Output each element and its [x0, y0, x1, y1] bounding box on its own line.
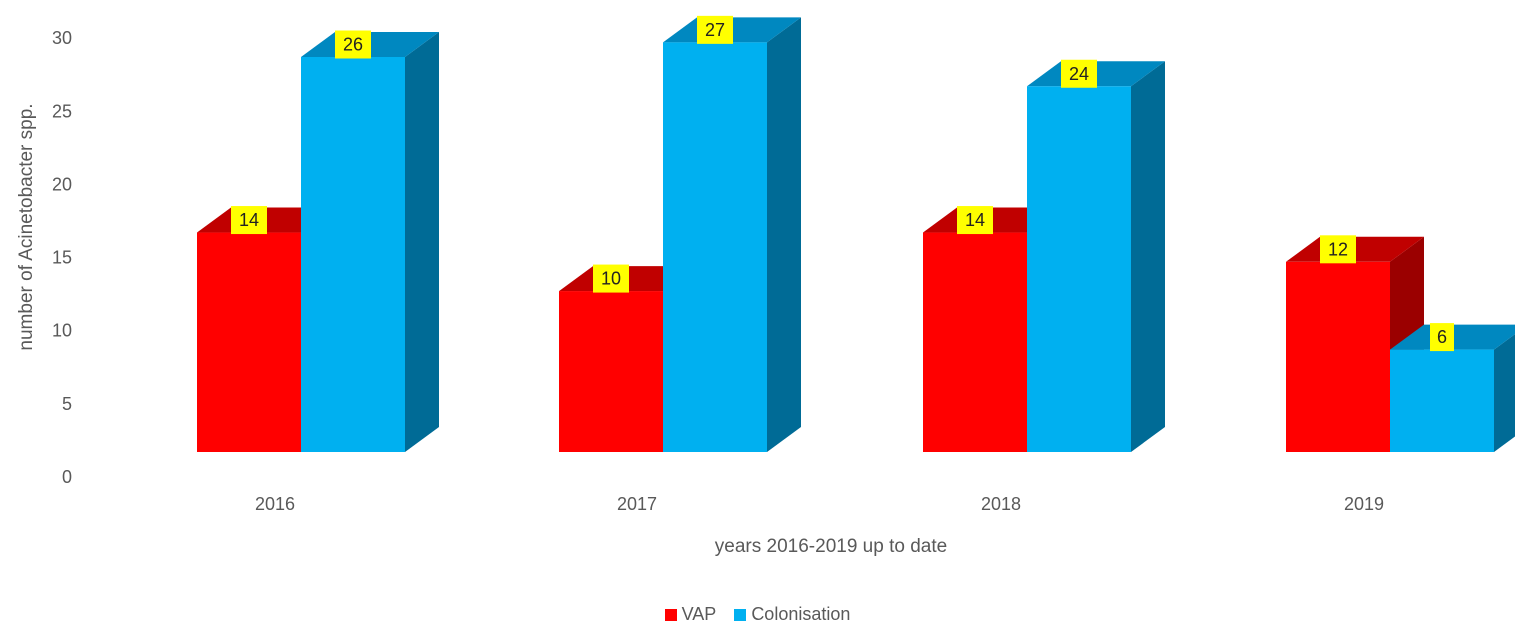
bar-colonisation-2016: [301, 31, 439, 453]
legend-item-vap: VAP: [664, 604, 717, 625]
bar-front-colonisation: [1390, 349, 1494, 452]
y-tick-label: 0: [62, 467, 72, 487]
bar-side-colonisation: [1131, 61, 1165, 452]
bar-colonisation-2018: [1027, 61, 1165, 452]
x-axis-title: years 2016-2019 up to date: [715, 536, 947, 557]
data-label-bg: [697, 15, 733, 44]
data-label-text: 24: [1069, 64, 1089, 84]
x-tick-label: 2019: [1344, 494, 1384, 514]
data-label-text: 10: [601, 269, 621, 289]
x-axis-categories: 2016 2017 2018 2019: [255, 494, 1384, 514]
bar-side-colonisation: [405, 31, 439, 453]
y-tick-label: 15: [52, 248, 72, 268]
data-label-bg: [957, 206, 993, 235]
bar-colonisation-2017: [663, 17, 801, 453]
data-label-colonisation: 26: [335, 30, 371, 59]
data-labels: 14 26 10 27 14 24 12 6: [231, 15, 1454, 352]
bars-layer: [197, 17, 1515, 453]
y-tick-label: 10: [52, 321, 72, 341]
x-tick-label: 2016: [255, 494, 295, 514]
legend: VAP Colonisation: [0, 604, 1515, 625]
bar-front-colonisation: [301, 56, 405, 453]
bar-front-vap: [1286, 261, 1390, 452]
bar-side-colonisation: [767, 17, 801, 453]
data-label-vap: 12: [1320, 235, 1356, 264]
data-label-text: 14: [965, 210, 985, 230]
legend-label-colonisation: Colonisation: [751, 604, 851, 624]
data-label-bg: [1061, 59, 1097, 88]
data-label-text: 26: [343, 34, 363, 54]
y-tick-label: 20: [52, 174, 72, 194]
bar-front-vap: [559, 291, 663, 452]
data-label-colonisation: 24: [1061, 59, 1097, 88]
bar-side-colonisation: [1494, 334, 1515, 452]
data-label-vap: 10: [593, 264, 629, 293]
data-label-bg: [1430, 323, 1454, 352]
data-label-text: 6: [1437, 327, 1447, 347]
y-tick-label: 25: [52, 101, 72, 121]
data-label-bg: [231, 206, 267, 235]
bar-front-vap: [197, 232, 301, 452]
x-tick-label: 2018: [981, 494, 1021, 514]
y-axis-ticks: 0 5 10 15 20 25 30: [52, 28, 72, 487]
data-label-colonisation: 6: [1430, 323, 1454, 352]
bar-front-colonisation: [1027, 86, 1131, 452]
data-label-bg: [1320, 235, 1356, 264]
x-tick-label: 2017: [617, 494, 657, 514]
legend-item-colonisation: Colonisation: [734, 604, 850, 625]
y-tick-label: 5: [62, 394, 72, 414]
data-label-vap: 14: [231, 206, 267, 235]
data-label-text: 27: [705, 20, 725, 40]
data-label-bg: [593, 264, 629, 293]
data-label-bg: [335, 30, 371, 59]
data-label-text: 12: [1328, 239, 1348, 259]
bar-front-colonisation: [663, 42, 767, 453]
data-label-text: 14: [239, 210, 259, 230]
y-axis-title: number of Acinetobacter spp.: [16, 103, 37, 350]
data-label-vap: 14: [957, 206, 993, 235]
legend-label-vap: VAP: [681, 604, 717, 624]
legend-swatch-vap: [664, 608, 677, 621]
y-tick-label: 30: [52, 28, 72, 48]
bar-front-vap: [923, 232, 1027, 452]
data-label-colonisation: 27: [697, 15, 733, 44]
legend-swatch-colonisation: [734, 608, 747, 621]
